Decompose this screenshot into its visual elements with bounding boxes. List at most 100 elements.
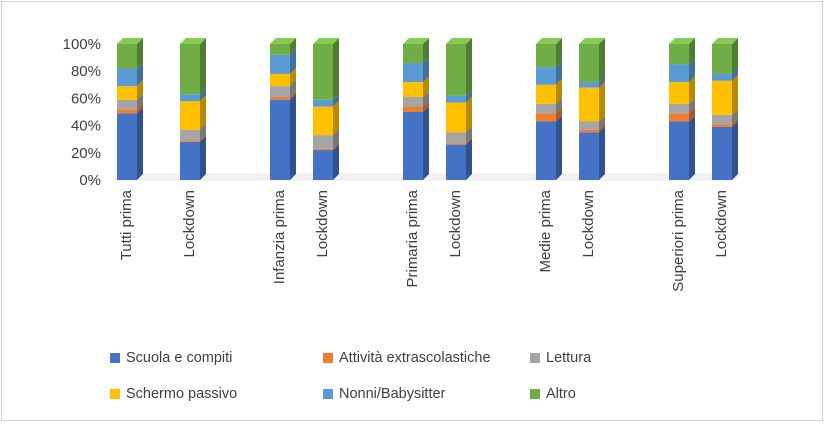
bar-front — [270, 97, 290, 100]
bar-front — [313, 44, 333, 100]
bar-front — [313, 99, 333, 107]
bar-side — [137, 103, 143, 114]
x-tick-label: Medie prima — [537, 189, 554, 272]
legend-label: Attività extrascolastiche — [339, 350, 491, 366]
bar-front — [180, 101, 200, 130]
bar-side — [333, 100, 339, 136]
bar-front — [669, 44, 689, 65]
bar-front — [270, 99, 290, 180]
bar-side — [290, 93, 296, 180]
bar-segment — [403, 91, 429, 107]
bar-front — [669, 113, 689, 122]
bar-front — [446, 44, 466, 96]
bar-side — [689, 76, 695, 104]
legend-item: Altro — [530, 386, 576, 402]
bar-side — [290, 80, 296, 98]
legend-swatch — [323, 389, 333, 399]
bar-stack — [270, 38, 296, 180]
bar-front — [403, 82, 423, 98]
bar-segment — [579, 81, 605, 122]
legend-item: Schermo passivo — [110, 386, 237, 402]
bar-front — [669, 121, 689, 180]
bar-side — [333, 142, 339, 151]
bar-front — [403, 112, 423, 180]
bar-segment — [536, 115, 562, 180]
bar-segment — [270, 48, 296, 74]
bar-top — [117, 38, 143, 44]
bar-front — [313, 148, 333, 151]
legend-swatch — [110, 353, 120, 363]
bar-segment — [446, 38, 472, 96]
bar-top — [180, 38, 206, 44]
y-tick-label: 80% — [71, 63, 101, 80]
bar-top — [313, 38, 339, 44]
bar-front — [117, 44, 137, 69]
bar-side — [732, 67, 738, 81]
x-tick-label: Primaria prima — [404, 189, 421, 287]
legend-swatch — [110, 389, 120, 399]
bar-front — [712, 126, 732, 180]
bar-front — [313, 106, 333, 136]
bar-side — [466, 126, 472, 144]
bar-segment — [180, 95, 206, 130]
y-tick-label: 0% — [79, 172, 101, 189]
x-tick-label: Lockdown — [314, 190, 331, 258]
bar-segment — [536, 107, 562, 122]
bar-segment — [579, 123, 605, 133]
legend-label: Schermo passivo — [126, 386, 238, 402]
y-tick-label: 60% — [71, 90, 101, 107]
bar-side — [599, 76, 605, 88]
bar-segment — [313, 129, 339, 149]
bar-front — [270, 54, 290, 74]
bar-segment — [669, 76, 695, 104]
bar-segment — [117, 93, 143, 110]
bar-front — [117, 86, 137, 100]
bar-segment — [180, 134, 206, 142]
bar-segment — [313, 93, 339, 107]
bar-side — [200, 123, 206, 141]
bar-side — [423, 106, 429, 180]
bar-stack — [446, 38, 472, 180]
bar-front — [712, 80, 732, 115]
bar-front — [446, 144, 466, 180]
bar-segment — [403, 38, 429, 64]
bar-segment — [669, 58, 695, 83]
bar-side — [556, 38, 562, 68]
y-tick-label: 100% — [63, 36, 101, 53]
bar-front — [712, 73, 732, 81]
bar-front — [180, 94, 200, 102]
bar-side — [556, 78, 562, 104]
bar-side — [732, 120, 738, 180]
bar-side — [599, 126, 605, 180]
bar-segment — [579, 38, 605, 83]
bar-stack — [579, 38, 605, 180]
bar-segment — [446, 96, 472, 133]
legend-swatch — [530, 353, 540, 363]
bar-segment — [579, 126, 605, 180]
bar-front — [270, 86, 290, 98]
bar-segment — [270, 38, 296, 55]
bar-segment — [180, 123, 206, 141]
bar-front — [536, 67, 556, 85]
bar-front — [536, 84, 556, 104]
bar-front — [536, 113, 556, 122]
bar-top — [270, 38, 296, 44]
bar-front — [669, 82, 689, 104]
y-tick-label: 20% — [71, 145, 101, 162]
bar-side — [290, 38, 296, 55]
bar-front — [403, 44, 423, 64]
bar-side — [290, 91, 296, 100]
bar-segment — [403, 100, 429, 112]
bar-front — [536, 44, 556, 68]
bar-side — [556, 97, 562, 114]
bar-front — [403, 63, 423, 83]
bar-segment — [446, 138, 472, 180]
bar-stack — [180, 38, 206, 180]
bar-side — [423, 76, 429, 98]
bar-front — [117, 113, 137, 180]
bar-side — [200, 88, 206, 102]
legend-item: Attività extrascolastiche — [323, 350, 491, 366]
bar-segment — [270, 67, 296, 87]
bar-segment — [579, 76, 605, 88]
